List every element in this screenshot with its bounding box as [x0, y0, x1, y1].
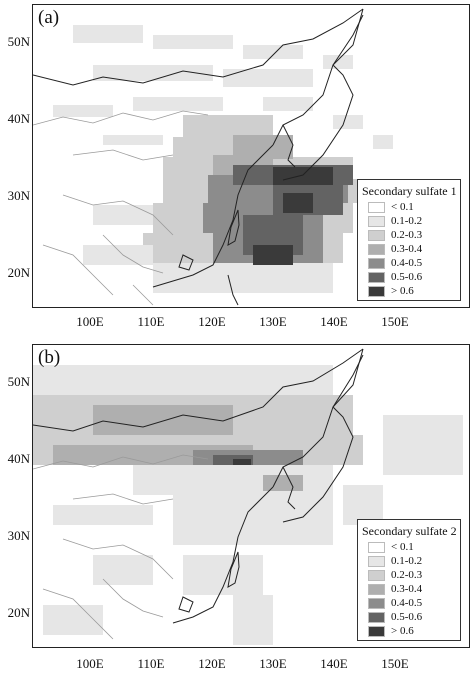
lon-label: 110E: [137, 314, 165, 329]
legend-label: 0.3-0.4: [391, 583, 423, 595]
concentration-cells-a: [53, 25, 393, 293]
legend-label: 0.1-0.2: [391, 215, 423, 227]
lat-label: 30N: [7, 528, 30, 543]
lat-label: 50N: [7, 374, 30, 389]
legend-swatch: [368, 201, 385, 213]
border-lines-a: [33, 110, 209, 306]
legend-label: 0.1-0.2: [391, 555, 423, 567]
legend-label: > 0.6: [391, 285, 414, 297]
coastline-lines-a: [33, 8, 364, 306]
coastline-lines-b: [33, 348, 364, 624]
legend-label: 0.5-0.6: [391, 271, 423, 283]
lon-label: 120E: [198, 314, 226, 329]
legend-label: 0.2-0.3: [391, 569, 423, 581]
legend-item: 0.1-0.2: [358, 554, 460, 568]
lat-label: 20N: [7, 605, 30, 620]
legend-swatch: [368, 597, 385, 609]
legend-swatch: [368, 215, 385, 227]
legend-label: 0.4-0.5: [391, 257, 423, 269]
legend-swatch: [368, 555, 385, 567]
lon-label: 150E: [381, 656, 409, 671]
lon-label: 100E: [76, 656, 104, 671]
border-lines-b: [33, 454, 209, 640]
legend-item: 0.1-0.2: [358, 214, 460, 228]
lon-label: 120E: [198, 656, 226, 671]
lat-label: 40N: [7, 111, 30, 126]
lon-label: 130E: [259, 656, 287, 671]
legend-item: < 0.1: [358, 200, 460, 214]
legend-swatch: [368, 541, 385, 553]
legend-item: < 0.1: [358, 540, 460, 554]
legend-a: Secondary sulfate 1 < 0.1 0.1-0.2 0.2-0.…: [357, 179, 461, 301]
legend-swatch: [368, 583, 385, 595]
legend-item: > 0.6: [358, 284, 460, 298]
lat-label: 30N: [7, 188, 30, 203]
lon-label: 150E: [381, 314, 409, 329]
legend-label: 0.4-0.5: [391, 597, 423, 609]
panel-label-a: (a): [38, 7, 60, 28]
legend-b: Secondary sulfate 2 < 0.1 0.1-0.2 0.2-0.…: [357, 519, 461, 641]
legend-swatch: [368, 285, 385, 297]
lon-label: 140E: [320, 656, 348, 671]
lon-label: 130E: [259, 314, 287, 329]
legend-swatch: [368, 243, 385, 255]
lon-label: 110E: [137, 656, 165, 671]
legend-item: 0.5-0.6: [358, 270, 460, 284]
legend-label: 0.2-0.3: [391, 229, 423, 241]
lat-label: 50N: [7, 34, 30, 49]
legend-swatch: [368, 271, 385, 283]
legend-item: 0.2-0.3: [358, 228, 460, 242]
legend-label: 0.3-0.4: [391, 243, 423, 255]
legend-item: 0.2-0.3: [358, 568, 460, 582]
legend-swatch: [368, 569, 385, 581]
panel-label-b: (b): [38, 347, 61, 368]
map-panel-b: (b) Secondary sulfate 2 < 0.1 0.1-0.2 0.…: [32, 344, 470, 648]
legend-label: < 0.1: [391, 541, 414, 553]
legend-label: 0.5-0.6: [391, 611, 423, 623]
map-a-canvas: [33, 8, 393, 306]
legend-item: 0.4-0.5: [358, 256, 460, 270]
legend-item: 0.4-0.5: [358, 596, 460, 610]
legend-label: > 0.6: [391, 625, 414, 637]
legend-title-a: Secondary sulfate 1: [362, 184, 457, 198]
legend-title-b: Secondary sulfate 2: [362, 524, 457, 538]
lon-label: 100E: [76, 314, 104, 329]
lat-label: 40N: [7, 451, 30, 466]
lat-label: 20N: [7, 265, 30, 280]
concentration-cells-b: [33, 365, 463, 645]
map-b-canvas: [33, 348, 463, 645]
legend-swatch: [368, 229, 385, 241]
map-panel-a: (a) Secondary sulfate 1 < 0.1 0.1-0.2 0.…: [32, 4, 470, 308]
lon-label: 140E: [320, 314, 348, 329]
legend-swatch: [368, 257, 385, 269]
legend-label: < 0.1: [391, 201, 414, 213]
legend-swatch: [368, 611, 385, 623]
legend-item: 0.3-0.4: [358, 582, 460, 596]
legend-item: 0.3-0.4: [358, 242, 460, 256]
legend-item: 0.5-0.6: [358, 610, 460, 624]
legend-swatch: [368, 625, 385, 637]
legend-item: > 0.6: [358, 624, 460, 638]
